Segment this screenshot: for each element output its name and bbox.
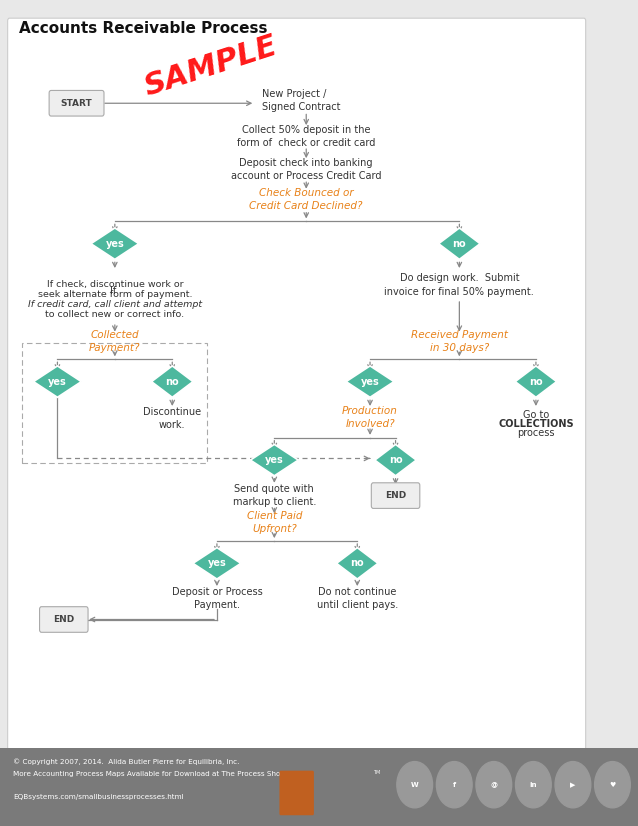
FancyBboxPatch shape xyxy=(49,90,104,116)
Text: no: no xyxy=(165,377,179,387)
Text: to collect new or correct info.: to collect new or correct info. xyxy=(45,311,184,319)
Polygon shape xyxy=(337,548,378,579)
Text: yes: yes xyxy=(265,455,284,465)
Text: If credit card, call client and attempt: If credit card, call client and attempt xyxy=(28,301,202,309)
Text: Deposit check into banking
account or Process Credit Card: Deposit check into banking account or Pr… xyxy=(231,158,382,181)
Text: EQBsystems.com/smallbusinessprocesses.html: EQBsystems.com/smallbusinessprocesses.ht… xyxy=(13,794,183,800)
Circle shape xyxy=(595,762,630,808)
Text: Check Bounced or
Credit Card Declined?: Check Bounced or Credit Card Declined? xyxy=(249,188,363,211)
Text: @: @ xyxy=(491,781,497,788)
Text: f: f xyxy=(453,781,456,788)
Circle shape xyxy=(555,762,591,808)
Text: in: in xyxy=(530,781,537,788)
Circle shape xyxy=(436,762,472,808)
Text: yes: yes xyxy=(105,239,124,249)
Text: yes: yes xyxy=(207,558,226,568)
Circle shape xyxy=(516,762,551,808)
Text: W: W xyxy=(411,781,419,788)
Text: ♥: ♥ xyxy=(609,781,616,788)
Polygon shape xyxy=(515,366,556,397)
Text: no: no xyxy=(529,377,543,387)
Text: process: process xyxy=(517,428,554,438)
FancyBboxPatch shape xyxy=(40,606,88,633)
Text: Deposit or Process
Payment.: Deposit or Process Payment. xyxy=(172,587,262,610)
Text: END: END xyxy=(385,491,406,500)
FancyBboxPatch shape xyxy=(8,18,586,750)
Polygon shape xyxy=(152,366,193,397)
FancyBboxPatch shape xyxy=(279,771,314,815)
Text: Discontinue
work.: Discontinue work. xyxy=(143,407,202,430)
Text: If: If xyxy=(110,286,119,296)
Text: Do not continue
until client pays.: Do not continue until client pays. xyxy=(316,587,398,610)
Text: Accounts Receivable Process: Accounts Receivable Process xyxy=(19,21,267,36)
Circle shape xyxy=(397,762,433,808)
Text: Received Payment
in 30 days?: Received Payment in 30 days? xyxy=(411,330,508,353)
Text: Go to: Go to xyxy=(523,410,549,420)
Text: Send quote with
markup to client.: Send quote with markup to client. xyxy=(233,484,316,507)
Circle shape xyxy=(476,762,512,808)
Polygon shape xyxy=(439,228,480,259)
Text: Do design work.  Submit
invoice for final 50% payment.: Do design work. Submit invoice for final… xyxy=(385,273,534,297)
Polygon shape xyxy=(375,444,416,476)
Text: Client Paid
Upfront?: Client Paid Upfront? xyxy=(247,511,302,534)
Polygon shape xyxy=(346,366,394,397)
Text: seek alternate form of payment.: seek alternate form of payment. xyxy=(38,291,192,299)
Text: Production
Involved?: Production Involved? xyxy=(342,406,398,429)
Text: SAMPLE: SAMPLE xyxy=(140,31,281,102)
Text: © Copyright 2007, 2014.  Alida Butler Pierre for Equilibria, Inc.: © Copyright 2007, 2014. Alida Butler Pie… xyxy=(13,758,239,765)
Text: yes: yes xyxy=(48,377,67,387)
Bar xyxy=(22,343,207,463)
Text: START: START xyxy=(61,99,93,107)
Text: Collect 50% deposit in the
form of  check or credit card: Collect 50% deposit in the form of check… xyxy=(237,125,375,148)
Text: TM: TM xyxy=(373,770,380,775)
Text: ▶: ▶ xyxy=(570,781,575,788)
FancyBboxPatch shape xyxy=(371,482,420,508)
Text: Collected
Payment?: Collected Payment? xyxy=(89,330,140,353)
Text: yes: yes xyxy=(360,377,380,387)
Polygon shape xyxy=(91,228,138,259)
Text: New Project /
Signed Contract: New Project / Signed Contract xyxy=(262,89,340,112)
Polygon shape xyxy=(33,366,82,397)
Polygon shape xyxy=(193,548,241,579)
Bar xyxy=(0,748,638,826)
Text: no: no xyxy=(350,558,364,568)
Text: If check, discontinue work or: If check, discontinue work or xyxy=(47,281,183,289)
Text: no: no xyxy=(452,239,466,249)
Text: END: END xyxy=(53,615,75,624)
Text: More Accounting Process Maps Available for Download at The Process Shop: More Accounting Process Maps Available f… xyxy=(13,771,285,777)
Polygon shape xyxy=(250,444,298,476)
Text: no: no xyxy=(389,455,403,465)
Text: COLLECTIONS: COLLECTIONS xyxy=(498,419,574,429)
